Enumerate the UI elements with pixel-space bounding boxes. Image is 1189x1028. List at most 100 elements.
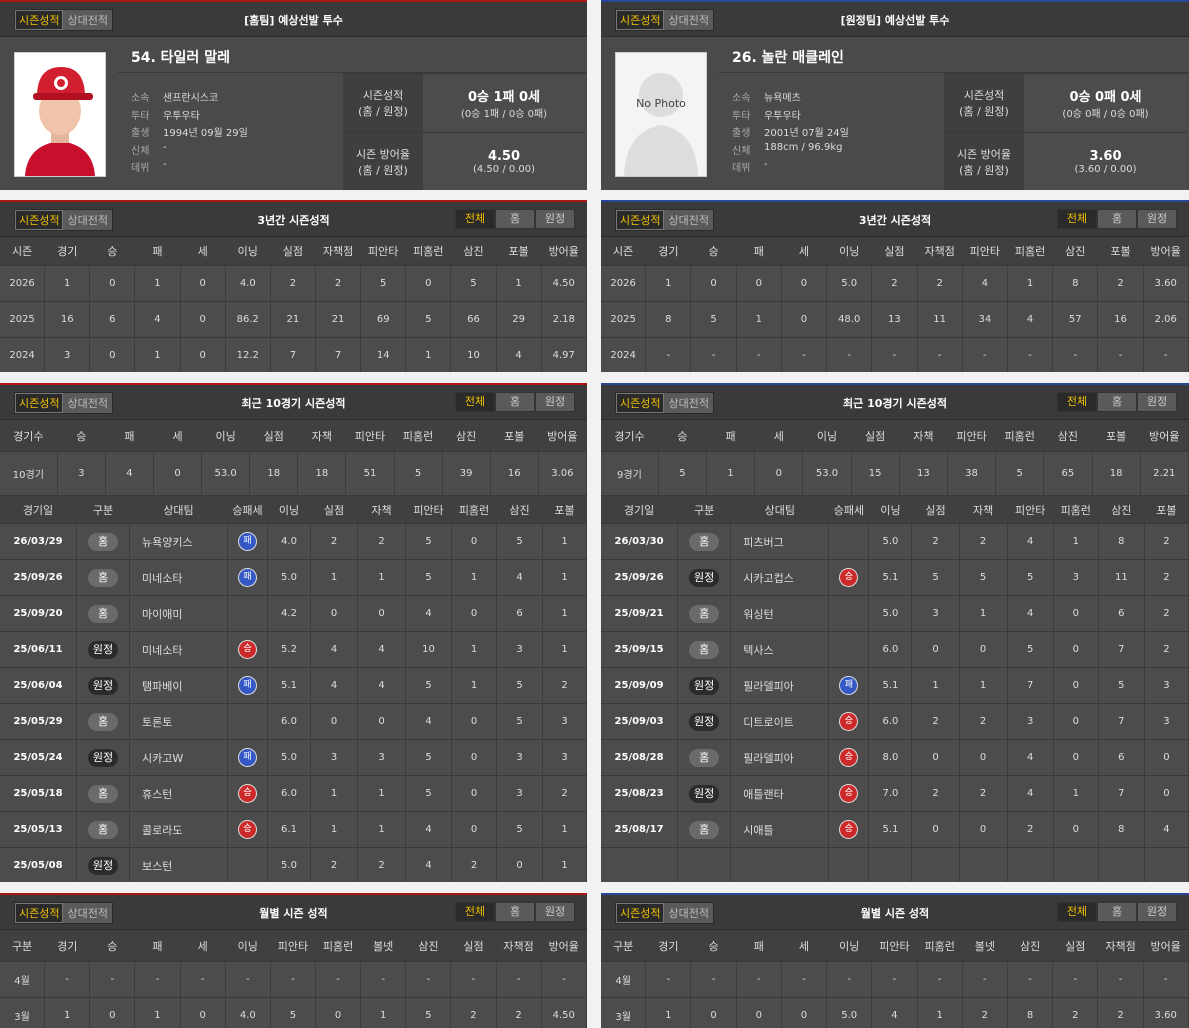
cell: 57 (1053, 302, 1099, 337)
cell: 1 (452, 560, 497, 595)
filter-button[interactable]: 홈 (1097, 902, 1137, 922)
cell: 미네소타 (130, 560, 228, 595)
cell: 3 (497, 740, 543, 775)
cell: 0 (90, 266, 136, 301)
cell: 0 (755, 452, 804, 495)
cell: 2.06 (1143, 302, 1189, 337)
cell: 3 (497, 632, 543, 667)
cell: 4 (1007, 776, 1054, 811)
cell: 5 (1007, 560, 1054, 595)
section-title: 월별 시즌 성적 (860, 907, 930, 920)
tab[interactable]: 시즌성적 (616, 210, 665, 230)
filter-button[interactable]: 원정 (535, 209, 575, 229)
filter-button[interactable]: 원정 (1137, 209, 1177, 229)
cell: - (270, 962, 316, 997)
cell: 0 (959, 812, 1008, 847)
cell: 0 (406, 266, 452, 301)
filter-button[interactable]: 전체 (1057, 209, 1097, 229)
column-header: 구분 (77, 496, 130, 523)
cell: 홈 (77, 812, 130, 847)
section-title: 최근 10경기 시즌성적 (843, 397, 947, 410)
filter-button[interactable]: 홈 (495, 209, 535, 229)
cell: 원정 (678, 668, 732, 703)
filter-button[interactable]: 원정 (1137, 392, 1177, 412)
column-header: 이닝 (202, 420, 251, 451)
cell: 15 (851, 452, 900, 495)
cell: 4 (406, 812, 452, 847)
column-header: 승 (90, 930, 136, 961)
stat-label: 시즌성적 (홈 / 원정) (343, 74, 423, 132)
header-row: 시즌 경기 승 패 세 이닝 실점 자책점 피안타 피홈런 삼진 포볼 방어율 (601, 237, 1189, 266)
cell: 0 (497, 848, 543, 882)
tab-group: 시즌성적 상대전적 (615, 392, 714, 414)
tab[interactable]: 시즌성적 (616, 903, 665, 923)
tab[interactable]: 상대전적 (668, 907, 709, 920)
filter-button[interactable]: 홈 (1097, 392, 1137, 412)
cell: - (827, 962, 873, 997)
cell: 25/05/18 (0, 776, 77, 811)
cell: - (917, 338, 963, 372)
stat-value: 0승 1패 0세 (467, 90, 541, 105)
filter-button[interactable]: 홈 (495, 392, 535, 412)
tab[interactable]: 시즌성적 (15, 393, 64, 413)
cell: 홈 (678, 740, 732, 775)
filter-button[interactable]: 전체 (455, 209, 495, 229)
column-header: 피홈런 (917, 930, 963, 961)
filter-button[interactable]: 전체 (1057, 902, 1097, 922)
stat-detail: (3.60 / 0.00) (1074, 164, 1137, 175)
cell: 69 (361, 302, 407, 337)
cell: 2 (451, 998, 497, 1028)
cell (731, 848, 830, 882)
column-header: 경기 (646, 237, 692, 265)
filter-button[interactable]: 원정 (535, 392, 575, 412)
cell: 홈 (77, 524, 130, 559)
cell: 0 (311, 596, 358, 631)
filter-group: 전체 홈 원정 (1057, 392, 1177, 412)
filter-button[interactable]: 홈 (1097, 209, 1137, 229)
section: 시즌성적 상대전적 3년간 시즌성적 전체 홈 원정 시즌 경기 승 패 세 이닝 실점 자책점 피안타 피홈… (0, 200, 587, 372)
cell: 홈 (678, 632, 732, 667)
cell: 25/09/26 (601, 560, 679, 595)
column-header: 실점 (1053, 930, 1099, 961)
cell: 11 (1098, 560, 1145, 595)
cell (228, 704, 268, 739)
tab[interactable]: 상대전적 (67, 397, 108, 410)
tab[interactable]: 상대전적 (67, 14, 108, 27)
tab[interactable]: 시즌성적 (616, 10, 665, 30)
info-value: 샌프란시스코 (163, 93, 219, 104)
info-value: 188cm / 96.9kg (764, 141, 843, 153)
info-row: 투타 우투우타 (732, 107, 801, 122)
cell: 5 (406, 740, 452, 775)
cell: 2024 (0, 338, 46, 372)
column-header: 포볼 (1092, 420, 1141, 451)
tab[interactable]: 상대전적 (668, 14, 709, 27)
cell (1007, 848, 1054, 882)
filter-button[interactable]: 전체 (455, 392, 495, 412)
cell: 1 (1053, 524, 1099, 559)
info-label: 소속 (131, 93, 150, 104)
column-header: 경기일 (0, 496, 77, 523)
tab[interactable]: 시즌성적 (616, 393, 665, 413)
filter-button[interactable]: 전체 (455, 902, 495, 922)
cell: 1 (707, 452, 756, 495)
column-header: 이닝 (268, 496, 311, 523)
tab[interactable]: 상대전적 (67, 214, 108, 227)
tab[interactable]: 시즌성적 (15, 903, 64, 923)
tab[interactable]: 시즌성적 (15, 210, 64, 230)
filter-button[interactable]: 홈 (495, 902, 535, 922)
tab[interactable]: 상대전적 (668, 397, 709, 410)
stat-value-cell: 3.60 (3.60 / 0.00) (1024, 133, 1187, 190)
column-header: 경기 (45, 237, 91, 265)
filter-button[interactable]: 전체 (1057, 392, 1097, 412)
filter-button[interactable]: 원정 (535, 902, 575, 922)
cell: 8 (1098, 524, 1145, 559)
tab[interactable]: 상대전적 (67, 907, 108, 920)
stat-detail: (4.50 / 0.00) (472, 164, 536, 175)
tab[interactable]: 시즌성적 (15, 10, 64, 30)
cell: - (1007, 338, 1054, 372)
tab[interactable]: 상대전적 (668, 214, 709, 227)
cell: 25/05/24 (0, 740, 77, 775)
filter-button[interactable]: 원정 (1137, 902, 1177, 922)
cell: 25/09/03 (601, 704, 679, 739)
cell: 4.2 (268, 596, 311, 631)
